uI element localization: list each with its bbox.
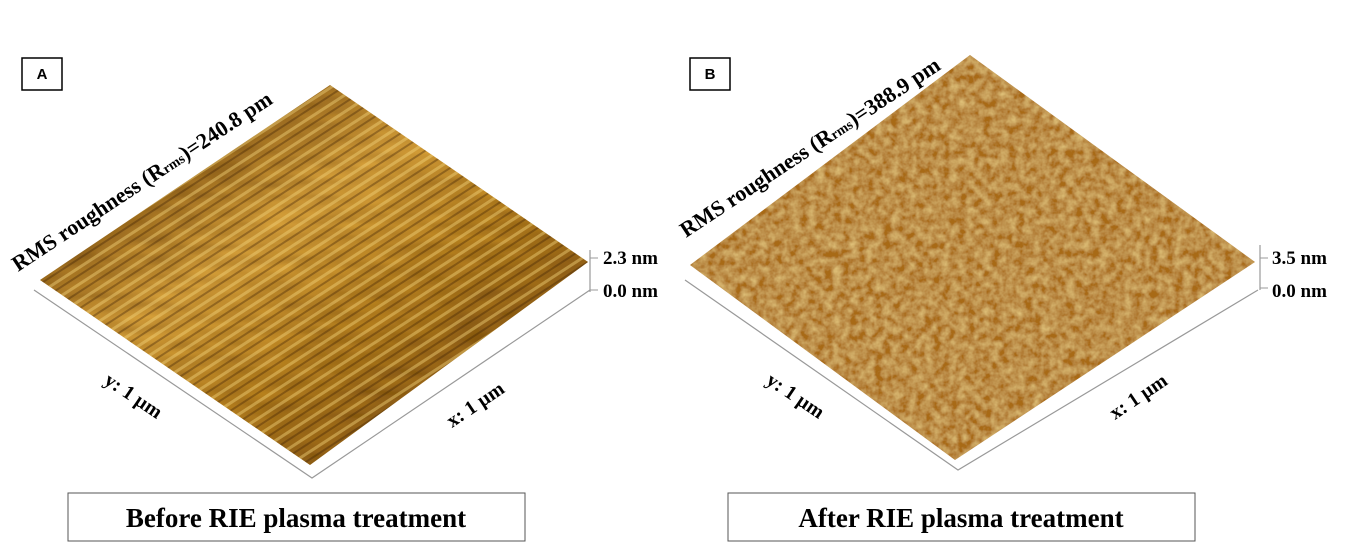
surface-texture (40, 85, 588, 465)
panel-b: B RMS roughness (Rrms)=388.9 pm 3.5 nm 0… (675, 52, 1327, 541)
caption: After RIE plasma treatment (798, 503, 1123, 533)
z-max-label: 2.3 nm (603, 248, 658, 269)
panel-label: B (705, 66, 716, 83)
y-axis-label: y: 1 µm (762, 369, 828, 424)
afm-surface (690, 55, 1255, 460)
z-max-label: 3.5 nm (1272, 248, 1327, 269)
x-axis-label: x: 1 µm (1105, 369, 1171, 424)
x-axis-label: x: 1 µm (442, 377, 508, 432)
panel-label: A (37, 66, 48, 83)
z-min-label: 0.0 nm (603, 281, 658, 302)
y-axis-label: y: 1 µm (100, 369, 166, 424)
figure: A RMS roughness (Rrms)=240.8 pm 2.3 nm 0… (0, 0, 1368, 544)
z-min-label: 0.0 nm (1272, 281, 1327, 302)
caption: Before RIE plasma treatment (126, 503, 466, 533)
panel-a: A RMS roughness (Rrms)=240.8 pm 2.3 nm 0… (7, 58, 658, 541)
